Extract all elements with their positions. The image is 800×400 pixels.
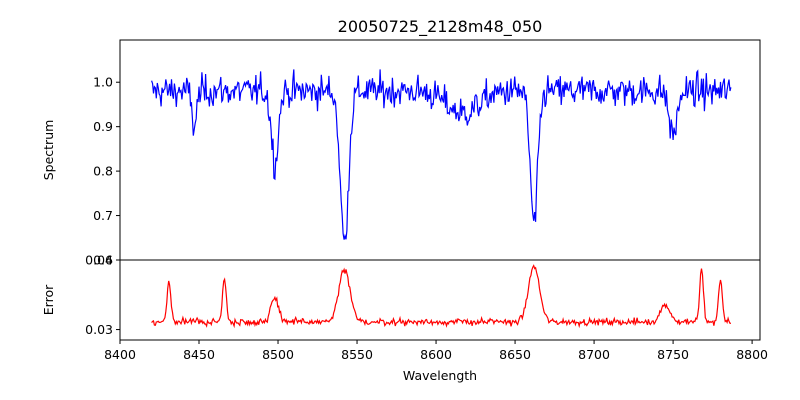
spectrum-y-axis-label: Spectrum xyxy=(41,120,56,181)
spectrum-ytick-label: 1.0 xyxy=(93,75,113,90)
spectrum-y-ticks: 0.6 0.7 0.8 0.9 1.0 xyxy=(93,75,120,268)
spectrum-ytick-label: 0.8 xyxy=(93,164,113,179)
error-axes-frame xyxy=(119,259,761,341)
error-x-ticks: 8400 8450 8500 8550 8600 8650 8700 8750 8800 xyxy=(104,340,768,362)
xtick-label: 8500 xyxy=(262,347,294,362)
xtick-label: 8700 xyxy=(578,347,610,362)
spectrum-ytick-label: 0.6 xyxy=(93,253,113,268)
error-y-ticks: 0.03 0.04 xyxy=(85,253,120,337)
xtick-label: 8800 xyxy=(736,347,768,362)
x-axis-label: Wavelength xyxy=(403,368,477,383)
xtick-label: 8450 xyxy=(183,347,215,362)
error-ytick-label: 0.04 xyxy=(85,253,113,268)
xtick-label: 8600 xyxy=(420,347,452,362)
spectrum-series-line xyxy=(151,69,732,240)
xtick-label: 8650 xyxy=(499,347,531,362)
xtick-label: 8400 xyxy=(104,347,136,362)
error-y-axis-label: Error xyxy=(41,284,56,315)
spectrum-ytick-label: 0.7 xyxy=(93,208,113,223)
chart-title: 20050725_2128m48_050 xyxy=(338,17,543,37)
xtick-label: 8550 xyxy=(341,347,373,362)
error-series-line xyxy=(151,264,731,329)
spectrum-ytick-label: 0.9 xyxy=(93,119,113,134)
error-ytick-label: 0.03 xyxy=(85,322,113,337)
spectrum-axes-frame xyxy=(119,39,761,261)
xtick-label: 8750 xyxy=(657,347,689,362)
error-panel: 0.03 0.04 8400 8450 8500 8550 8600 8650 8700 875… xyxy=(41,253,768,384)
spectrum-panel: 0.6 0.7 0.8 0.9 1.0 Spectrum xyxy=(41,39,761,268)
